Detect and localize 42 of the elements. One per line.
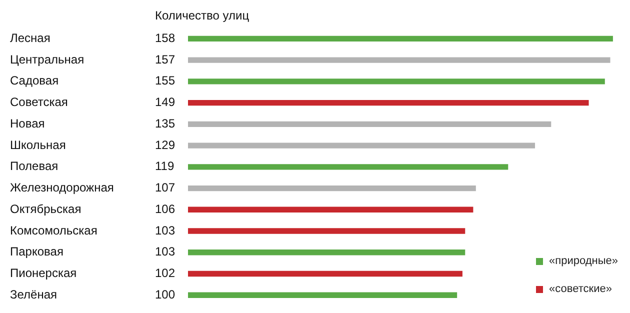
data-label: 119 <box>155 159 174 174</box>
y-tick-label: Пионерская <box>10 266 77 280</box>
data-label: 135 <box>155 116 176 130</box>
y-tick-label: Новая <box>10 116 45 130</box>
data-label: 100 <box>155 287 176 302</box>
y-tick-label: Советская <box>10 95 68 110</box>
data-label: 102 <box>155 266 176 280</box>
data-label: 155 <box>155 74 176 88</box>
y-tick-label: Центральная <box>10 52 84 66</box>
y-tick-label: Комсомольская <box>10 223 98 238</box>
data-label: 103 <box>155 223 176 238</box>
y-tick-label: Полевая <box>10 159 58 174</box>
bar <box>188 270 462 277</box>
chart-title: Количество улиц <box>155 8 250 22</box>
data-label: 106 <box>155 202 176 216</box>
bar <box>188 228 466 234</box>
bar <box>188 142 536 148</box>
data-label: 107 <box>155 180 176 195</box>
legend-label: «природные» <box>549 255 618 267</box>
bar <box>188 185 476 192</box>
bar <box>188 121 552 127</box>
y-tick-label: Зелёная <box>10 287 57 302</box>
bar <box>188 292 458 298</box>
y-tick-label: Лесная <box>10 30 50 45</box>
data-label: 103 <box>155 244 176 259</box>
bar <box>188 206 474 212</box>
y-tick-label: Парковая <box>10 244 64 259</box>
bar <box>188 57 610 63</box>
data-label: 149 <box>155 95 176 110</box>
y-tick-label: Октябрьская <box>10 202 82 216</box>
y-tick-label: Школьная <box>10 138 66 152</box>
bar <box>188 100 589 106</box>
bar <box>188 36 613 42</box>
bar <box>188 164 508 170</box>
bar <box>188 78 605 84</box>
y-tick-label: Железнодорожная <box>10 180 114 195</box>
data-label: 158 <box>155 30 176 45</box>
data-label: 129 <box>155 138 176 152</box>
legend-label: «советские» <box>549 283 612 295</box>
y-tick-label: Садовая <box>10 74 59 88</box>
bar <box>188 250 466 256</box>
data-label: 157 <box>155 52 176 66</box>
